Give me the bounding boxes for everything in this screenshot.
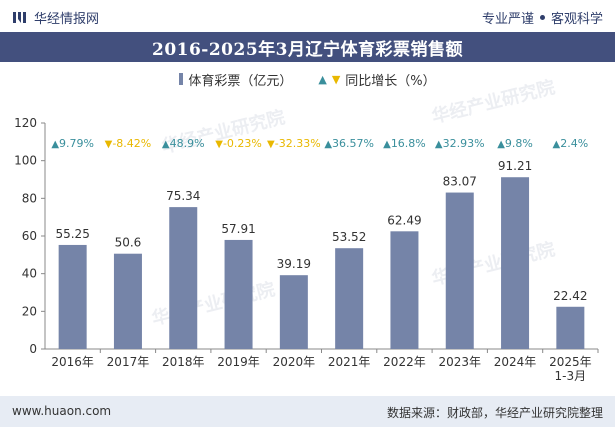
slogan: 专业严谨 客观科学 <box>481 8 603 27</box>
bar <box>445 192 474 349</box>
yoy-label: ▲2.4% <box>553 137 589 150</box>
bar-value-label: 83.07 <box>443 175 477 189</box>
brand-name: 华经情报网 <box>34 11 100 27</box>
x-tick-label: 2018年 <box>162 355 205 369</box>
dot-separator-icon <box>539 14 545 20</box>
bar <box>224 239 253 349</box>
y-tick-label: 60 <box>22 229 37 243</box>
y-tick-label: 40 <box>22 267 37 281</box>
bar <box>279 275 308 349</box>
yoy-label: ▲36.57% <box>324 137 374 150</box>
legend-bar-label: 体育彩票（亿元） <box>188 73 293 89</box>
bar <box>58 244 87 349</box>
legend-item-yoy[interactable]: ▲ ▼ 同比增长（%） <box>318 70 435 89</box>
x-tick-label: 2021年 <box>328 355 371 369</box>
bar-value-label: 75.34 <box>166 189 200 203</box>
yoy-label: ▼-8.42% <box>105 137 152 150</box>
bar-chart: 0 20 40 60 80 100 120 55.25 2016年 ▲9.79% 50.6 2017年… <box>14 116 599 383</box>
title-bar: 2016-2025年3月辽宁体育彩票销售额 <box>0 32 615 62</box>
bar-swatch-icon <box>179 73 184 85</box>
bar-value-label: 53.52 <box>332 230 366 244</box>
yoy-label: ▼-0.23% <box>215 137 262 150</box>
yoy-label: ▲9.8% <box>497 137 533 150</box>
yoy-label: ▲16.8% <box>383 137 426 150</box>
bar <box>113 253 142 349</box>
bar-value-label: 91.21 <box>498 159 532 173</box>
yoy-label: ▲48.9% <box>162 137 205 150</box>
footer: www.huaon.com 数据来源：财政部，华经产业研究院整理 <box>0 396 615 427</box>
yoy-label: ▲32.93% <box>435 137 485 150</box>
bar <box>390 231 419 349</box>
x-tick-label: 2025年 1-3月 <box>549 355 592 383</box>
chart-title: 2016-2025年3月辽宁体育彩票销售额 <box>151 39 463 60</box>
slogan-right: 客观科学 <box>550 11 603 27</box>
y-tick-label: 0 <box>29 342 37 356</box>
bar <box>501 177 530 349</box>
up-triangle-icon: ▲ <box>318 72 327 86</box>
y-tick-label: 100 <box>14 154 37 168</box>
x-tick-label: 2024年 <box>494 355 537 369</box>
yoy-label: ▼-32.33% <box>267 137 321 150</box>
yoy-label: ▲9.79% <box>51 137 94 150</box>
x-tick-label: 2016年 <box>51 355 94 369</box>
bar-value-label: 39.19 <box>277 257 311 271</box>
bar-value-label: 50.6 <box>115 236 142 250</box>
bar-value-label: 55.25 <box>55 227 89 241</box>
x-tick-label: 2019年 <box>217 355 260 369</box>
legend: 体育彩票（亿元） ▲ ▼ 同比增长（%） <box>0 68 615 90</box>
top-bar: 华经情报网 专业严谨 客观科学 <box>0 0 615 32</box>
bar <box>335 248 364 349</box>
x-tick-label: 2017年 <box>107 355 150 369</box>
x-tick-label: 2020年 <box>273 355 316 369</box>
x-tick-label: 2022年 <box>383 355 426 369</box>
footer-url[interactable]: www.huaon.com <box>12 404 112 418</box>
y-tick-label: 20 <box>22 304 37 318</box>
slogan-left: 专业严谨 <box>481 11 534 27</box>
y-tick-label: 120 <box>14 116 37 130</box>
bar-value-label: 62.49 <box>387 213 421 227</box>
down-triangle-icon: ▼ <box>331 72 341 86</box>
logo-icon <box>13 12 26 23</box>
bar-value-label: 57.91 <box>221 222 255 236</box>
brand[interactable]: 华经情报网 <box>12 8 100 27</box>
legend-item-bars[interactable]: 体育彩票（亿元） <box>179 70 292 89</box>
bar <box>169 207 198 349</box>
x-tick-label: 2023年 <box>438 355 481 369</box>
footer-source: 数据来源：财政部，华经产业研究院整理 <box>386 406 603 420</box>
y-tick-label: 80 <box>22 191 37 205</box>
bar <box>556 306 585 349</box>
legend-yoy-label: 同比增长（%） <box>345 73 436 89</box>
bar-value-label: 22.42 <box>553 289 587 303</box>
